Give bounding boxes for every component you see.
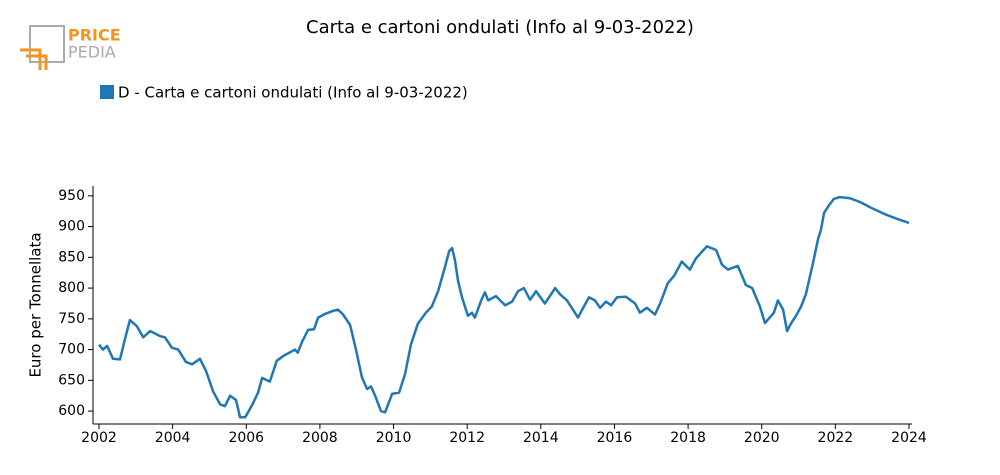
- legend-label: D - Carta e cartoni ondulati (Info al 9-…: [118, 84, 468, 102]
- chart-title: Carta e cartoni ondulati (Info al 9-03-2…: [306, 17, 694, 38]
- y-axis-label: Euro per Tonnellata: [27, 232, 45, 377]
- x-tick-label: 2006: [228, 430, 264, 446]
- x-tick-label: 2024: [891, 430, 927, 446]
- x-tick-label: 2014: [523, 430, 559, 446]
- x-tick-label: 2008: [302, 430, 338, 446]
- logo: PRICE PEDIA: [20, 25, 121, 70]
- y-tick-label: 750: [58, 311, 85, 327]
- logo-text: PEDIA: [68, 43, 116, 62]
- y-tick-label: 600: [58, 403, 85, 419]
- legend-swatch: [100, 85, 114, 99]
- y-tick-label: 950: [58, 188, 85, 204]
- y-tick-label: 900: [58, 219, 85, 235]
- data-line: [98, 195, 910, 419]
- y-tick-label: 650: [58, 372, 85, 388]
- y-tick-label: 800: [58, 280, 85, 296]
- x-tick-label: 2018: [670, 430, 706, 446]
- x-tick-label: 2022: [818, 430, 854, 446]
- x-tick-label: 2004: [155, 430, 191, 446]
- logo-mark: [20, 48, 48, 70]
- y-tick-label: 700: [58, 342, 85, 358]
- y-tick-label: 850: [58, 249, 85, 265]
- x-tick-label: 2010: [376, 430, 412, 446]
- logo-text: PRICE: [68, 26, 121, 45]
- x-tick-label: 2016: [597, 430, 633, 446]
- x-tick-label: 2012: [449, 430, 485, 446]
- x-tick-label: 2002: [81, 430, 117, 446]
- x-tick-label: 2020: [744, 430, 780, 446]
